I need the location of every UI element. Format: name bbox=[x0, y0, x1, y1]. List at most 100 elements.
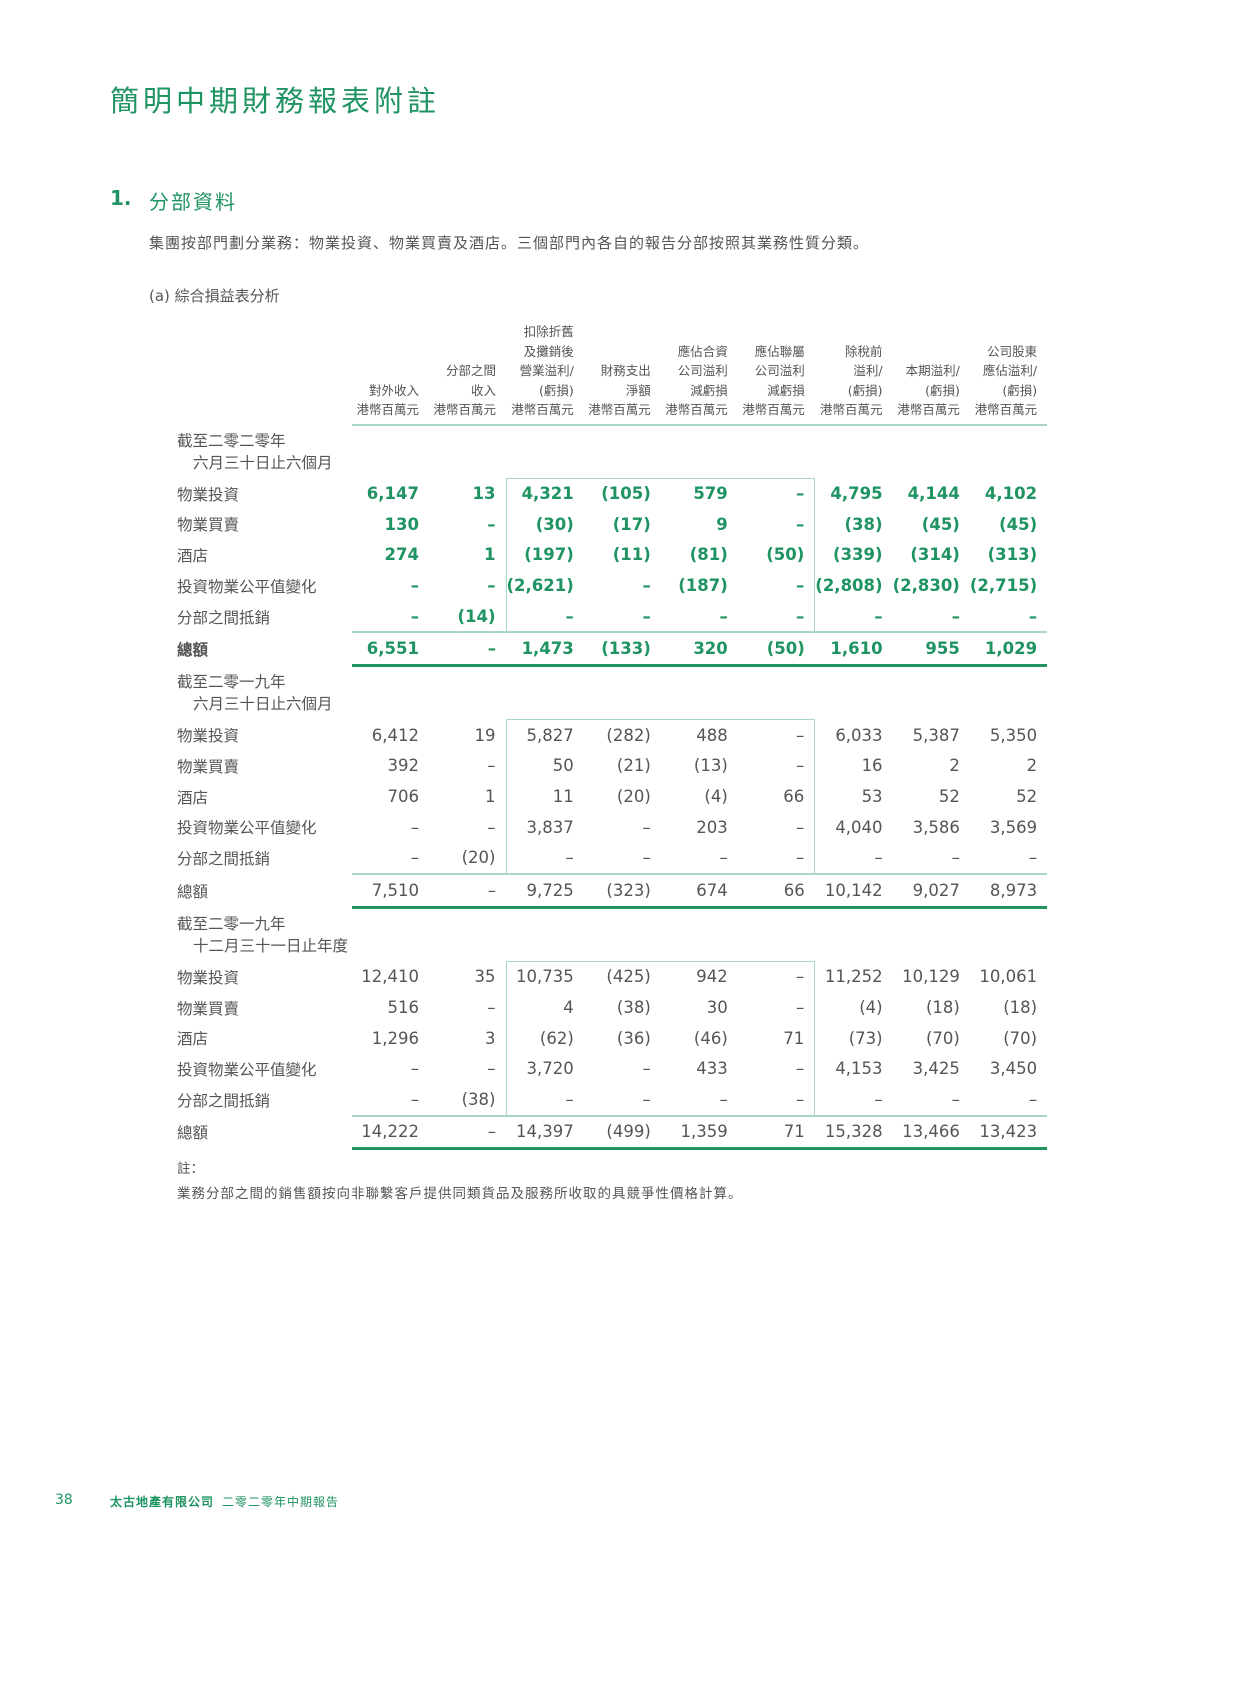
intro-paragraph: 集團按部門劃分業務：物業投資、物業買賣及酒店。三個部門內各自的報告分部按照其業務… bbox=[149, 234, 870, 252]
column-header-line: 應佔溢利/ bbox=[982, 363, 1038, 378]
cell-value: – bbox=[410, 1059, 419, 1079]
section-heading-row: 截至二零二零年 六月三十日止六個月 bbox=[177, 425, 1047, 479]
cell-value: 3 bbox=[485, 1028, 496, 1048]
cell-value: – bbox=[1028, 1089, 1038, 1109]
cell-value: (20) bbox=[461, 848, 496, 868]
column-header-line: 減虧損 bbox=[690, 382, 728, 398]
cell-value: 3,837 bbox=[505, 811, 584, 843]
cell-value: (38) bbox=[616, 998, 651, 1018]
column-header-line: 港幣百萬元 bbox=[665, 402, 728, 417]
cell-value: 7,510 bbox=[352, 873, 429, 909]
cell-value: (62) bbox=[505, 1022, 584, 1054]
cell-value: 6,033 bbox=[835, 725, 883, 745]
cell-value: – bbox=[737, 570, 816, 601]
cell-value: – bbox=[487, 817, 496, 837]
column-header: 公司股東應佔溢利/ (虧損) 港幣百萬元 bbox=[969, 322, 1048, 426]
cell-value: 433 bbox=[696, 1059, 728, 1079]
table-row: 酒店 1,296 3 (62) (36) (46) 71 (73) (70) (70) bbox=[177, 1022, 1047, 1054]
cell-value: – bbox=[951, 1089, 960, 1109]
column-header-line: 淨額 bbox=[625, 382, 651, 398]
section-heading-row: 截至二零一九年 六月三十日止六個月 bbox=[177, 666, 1047, 720]
column-header-line: 港幣百萬元 bbox=[356, 402, 419, 417]
cell-value: – bbox=[737, 719, 816, 751]
column-header-line: 公司股東 bbox=[987, 343, 1038, 359]
cell-value: 1,359 bbox=[660, 1114, 738, 1151]
cell-value: (21) bbox=[616, 756, 651, 776]
cell-value: – bbox=[737, 992, 816, 1023]
column-header-line: 應佔合資 bbox=[677, 343, 728, 359]
cell-value: (11) bbox=[612, 545, 651, 565]
column-header-line: 對外收入 bbox=[368, 382, 419, 398]
column-header: 財務支出 淨額 港幣百萬元 bbox=[583, 322, 661, 426]
cell-value: 66 bbox=[737, 873, 815, 909]
cell-value: 13,466 bbox=[892, 1114, 970, 1151]
cell-value: – bbox=[642, 1059, 651, 1079]
table-row: 投資物業公平值變化 – –3,837–203–4,040 3,586 3,569 bbox=[177, 811, 1047, 843]
cell-value: – bbox=[410, 1089, 419, 1109]
cell-value: 674 bbox=[660, 873, 738, 909]
cell-value: (50) bbox=[737, 539, 816, 571]
table-header-row: 對外收入 港幣百萬元 分部之間 收入 港幣百萬元 扣除折舊 及攤銷後 營業溢利/(虧損) 港幣百… bbox=[177, 322, 1048, 426]
cell-value: 30 bbox=[706, 998, 728, 1018]
cell-value: – bbox=[737, 1053, 816, 1084]
cell-value: 9 bbox=[716, 514, 728, 534]
cell-value: (36) bbox=[616, 1028, 651, 1048]
cell-value: 6,147 bbox=[366, 484, 419, 504]
cell-value: 579 bbox=[660, 477, 738, 510]
cell-value: (50) bbox=[737, 631, 815, 668]
column-header: 對外收入港幣百萬元 bbox=[352, 322, 429, 426]
table-row: 酒店 274 1 (197) (11) (81) (50) (339) (314) (313) bbox=[177, 539, 1047, 571]
column-header-line: 港幣百萬元 bbox=[974, 402, 1038, 417]
cell-value: 71 bbox=[737, 1022, 816, 1054]
cell-value: – bbox=[737, 960, 816, 993]
cell-value: (17) bbox=[612, 514, 651, 534]
total-row: 總額 6,551–1,473 (133) 320 (50) 1,610 955 1,029 bbox=[177, 631, 1048, 668]
table-row: 分部之間抵銷 – (38) – – – – – – – bbox=[177, 1084, 1047, 1116]
cell-value: (313) bbox=[987, 545, 1038, 565]
cell-value: (4) bbox=[704, 787, 728, 807]
cell-value: 3,569 bbox=[989, 817, 1038, 837]
cell-value: 1 bbox=[485, 787, 496, 807]
column-header-line: 溢利/ bbox=[853, 363, 883, 378]
cell-value: (46) bbox=[693, 1028, 728, 1048]
row-label: 投資物業公平值變化 bbox=[177, 577, 317, 596]
cell-value: 16 bbox=[861, 756, 883, 776]
cell-value: 11 bbox=[505, 781, 584, 812]
cell-value: (339) bbox=[833, 545, 883, 565]
cell-value: – bbox=[951, 848, 960, 868]
cell-value: (4) bbox=[859, 998, 883, 1018]
column-header-line: 公司溢利 bbox=[754, 363, 805, 378]
cell-value: 5,350 bbox=[989, 725, 1038, 745]
column-header-line: (虧損) bbox=[847, 382, 883, 398]
note-heading: 註： bbox=[177, 1161, 204, 1177]
cell-value: 942 bbox=[660, 960, 738, 993]
column-header: 除稅前 溢利/ (虧損) 港幣百萬元 bbox=[814, 322, 893, 426]
row-label: 總額 bbox=[177, 882, 209, 901]
cell-value: 5,387 bbox=[912, 725, 960, 745]
cell-value: – bbox=[642, 576, 651, 596]
cell-value: 6,412 bbox=[371, 725, 419, 745]
cell-value: 1,296 bbox=[371, 1028, 419, 1048]
table-section: 截至二零二零年 六月三十日止六個月 物業投資 6,147 13 4,321 (105) 579… bbox=[177, 425, 1048, 668]
cell-value: 12,410 bbox=[361, 967, 419, 987]
cell-value: 9,027 bbox=[892, 873, 970, 909]
cell-value: 4,102 bbox=[984, 484, 1038, 504]
cell-value: 10,142 bbox=[814, 873, 893, 909]
cell-value: 15,328 bbox=[814, 1114, 893, 1151]
cell-value: – bbox=[737, 509, 816, 540]
row-label: 分部之間抵銷 bbox=[177, 608, 271, 627]
row-label: 物業買賣 bbox=[177, 757, 240, 776]
table-section: 截至二零一九年 十二月三十一日止年度 物業投資 12,410 35 10,735 (425)… bbox=[177, 907, 1048, 1151]
cell-value: (197) bbox=[505, 539, 584, 571]
cell-value: (18) bbox=[1003, 998, 1038, 1018]
row-label: 物業投資 bbox=[177, 727, 240, 746]
section-heading-line: 六月三十日止六個月 bbox=[193, 453, 333, 472]
footer-report: 二零二零年中期報告 bbox=[222, 1495, 340, 1509]
column-header-line: 公司溢利 bbox=[677, 363, 728, 378]
cell-value: 11,252 bbox=[824, 967, 883, 987]
cell-value: 19 bbox=[474, 725, 496, 745]
row-label: 酒店 bbox=[177, 1030, 209, 1049]
column-header-line: (虧損) bbox=[1002, 382, 1038, 398]
cell-value: – bbox=[505, 1084, 584, 1116]
column-header-line: (虧損) bbox=[925, 382, 960, 398]
